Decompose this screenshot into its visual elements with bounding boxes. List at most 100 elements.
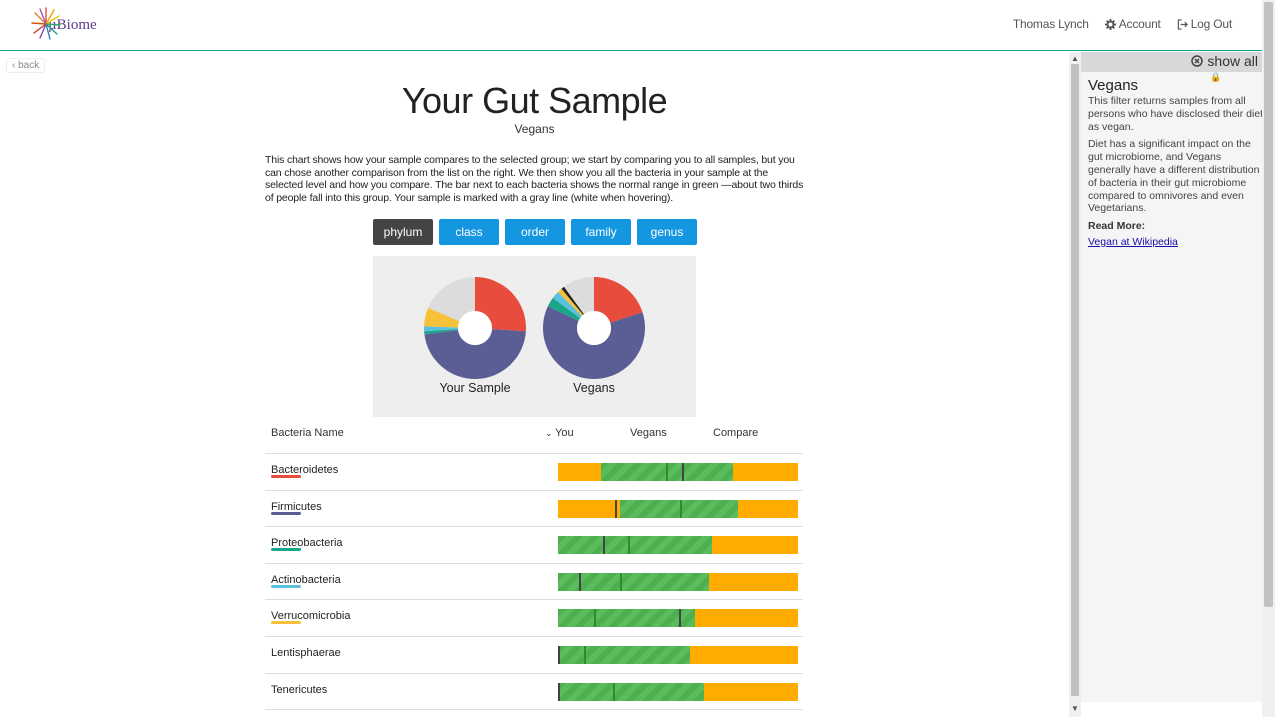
bacteria-color-key [271,548,301,552]
donut-chart-panel: Your Sample Vegans [373,256,696,417]
donut-slice-0-5[interactable] [428,277,475,322]
bacteria-name[interactable]: Tenericutes [271,683,328,696]
ubiome-logo[interactable]: µBiome [30,6,97,42]
header-vegans[interactable]: Vegans [630,427,667,439]
header-you[interactable]: ⌄ You [545,427,574,439]
content-scrollbar-thumb[interactable] [1071,64,1079,696]
read-more-label: Read More: [1088,220,1146,233]
panel-para-2: Diet has a significant impact on the gut… [1088,138,1260,215]
user-nav: Thomas Lynch Account Log Out [1013,17,1232,31]
bacteria-name[interactable]: Proteobacteria [271,537,343,550]
table-row[interactable]: Actinobacteria [265,564,803,601]
range-bar[interactable] [558,499,798,518]
group-median-marker [627,536,630,555]
donut-slice-1-5[interactable] [561,286,585,315]
logo-text: µBiome [48,16,97,33]
range-bar[interactable] [558,572,798,591]
donut-slice-1-0[interactable] [594,277,643,323]
group-median-marker [666,463,668,481]
page-scrollbar-thumb[interactable] [1264,2,1273,607]
range-bar[interactable] [558,463,798,481]
range-bar[interactable] [558,609,798,628]
page-scrollbar[interactable] [1262,0,1275,717]
normal-range [558,682,705,701]
page-title: Your Gut Sample [401,80,668,121]
bacteria-color-key [271,511,301,515]
lock-icon[interactable]: 🔒 [1210,72,1222,82]
table-row[interactable]: Proteobacteria [265,527,803,564]
level-tab-phylum[interactable]: phylum [373,219,433,245]
show-all-button[interactable]: show all [1191,53,1258,69]
filter-info-panel: show all 🔒 Vegans This filter returns sa… [1081,52,1264,702]
account-link[interactable]: Account [1104,17,1161,31]
chevron-left-icon: ‹ [12,60,19,71]
header-compare[interactable]: Compare [713,427,759,439]
donut-slice-0-4[interactable] [424,307,460,328]
level-tab-family[interactable]: family [571,219,631,245]
range-bar[interactable] [558,645,798,664]
level-tab-order[interactable]: order [505,219,565,245]
bacteria-table: Bacteria Name ⌄ You Vegans Compare Bacte… [265,418,803,711]
table-header: Bacteria Name ⌄ You Vegans Compare [265,418,803,454]
bacteria-name[interactable]: Actinobacteria [271,573,341,586]
table-row[interactable]: Verrucomicrobia [265,600,803,637]
your-sample-marker [681,463,684,481]
bacteria-name[interactable]: Lentisphaerae [271,646,341,659]
normal-range [620,499,738,518]
close-circle-icon [1191,55,1204,67]
bacteria-name[interactable]: Firmicutes [271,500,322,513]
back-label: back [18,60,40,71]
donut-slice-1-6[interactable] [564,277,594,315]
show-all-label: show all [1207,53,1258,69]
top-navigation-bar: µBiome Thomas Lynch Account Log Out [0,0,1262,51]
donut-slice-0-1[interactable] [424,329,526,379]
table-row[interactable]: Lentisphaerae [265,637,803,674]
donut-slice-1-3[interactable] [552,291,582,319]
user-name-link[interactable]: Thomas Lynch [1012,17,1089,31]
group-median-marker [584,645,587,664]
donut-slice-0-0[interactable] [475,277,526,332]
donut-slice-0-2[interactable] [424,329,459,335]
account-label: Account [1118,17,1161,31]
your-sample-marker [614,499,617,518]
group-median-marker [594,609,596,628]
donut-slice-1-4[interactable] [557,288,584,316]
group-median-marker [613,682,616,701]
bacteria-name[interactable]: Bacteroidetes [271,464,339,476]
group-median-marker [680,499,683,518]
donut-slice-1-2[interactable] [547,298,581,321]
table-row[interactable]: Tenericutes [265,674,803,711]
bacteria-name[interactable]: Verrucomicrobia [271,610,351,623]
content-scrollbar[interactable]: ▲ ▼ [1069,52,1081,717]
header-bacteria-name[interactable]: Bacteria Name [271,427,344,439]
bacteria-color-key [271,621,301,625]
your-sample-marker [558,645,560,664]
wikipedia-link[interactable]: Vegan at Wikipedia [1088,235,1178,248]
back-button[interactable]: ‹ back [6,58,46,73]
normal-range [558,572,710,591]
level-tab-genus[interactable]: genus [637,219,697,245]
donut-slice-1-1[interactable] [543,306,645,379]
table-row[interactable]: Bacteroidetes [265,454,803,491]
range-bar[interactable] [558,682,798,701]
logout-icon [1177,18,1188,30]
main-content: ‹ back Your Gut Sample Vegans This chart… [0,52,1069,717]
table-row[interactable]: Firmicutes [265,491,803,528]
page-subtitle: Vegans [514,122,555,136]
bacteria-color-key [271,584,301,588]
logout-label: Log Out [1190,17,1233,31]
range-bar[interactable] [558,536,798,555]
normal-range [558,645,690,664]
logout-link[interactable]: Log Out [1177,17,1232,31]
scroll-down-arrow-icon[interactable]: ▼ [1071,704,1079,713]
bacteria-color-key [271,475,301,478]
table-body: Bacteroidetes Firmicutes Proteobacteria Act… [265,454,803,711]
your-sample-marker [558,682,560,701]
level-tab-class[interactable]: class [439,219,499,245]
panel-description: This filter returns samples from all per… [1088,95,1264,249]
gear-icon [1104,18,1116,30]
donut-hole-1 [577,311,611,345]
scroll-up-arrow-icon[interactable]: ▲ [1071,54,1079,63]
donut-label-vegans: Vegans [573,381,615,395]
donut-slice-0-3[interactable] [424,326,459,332]
